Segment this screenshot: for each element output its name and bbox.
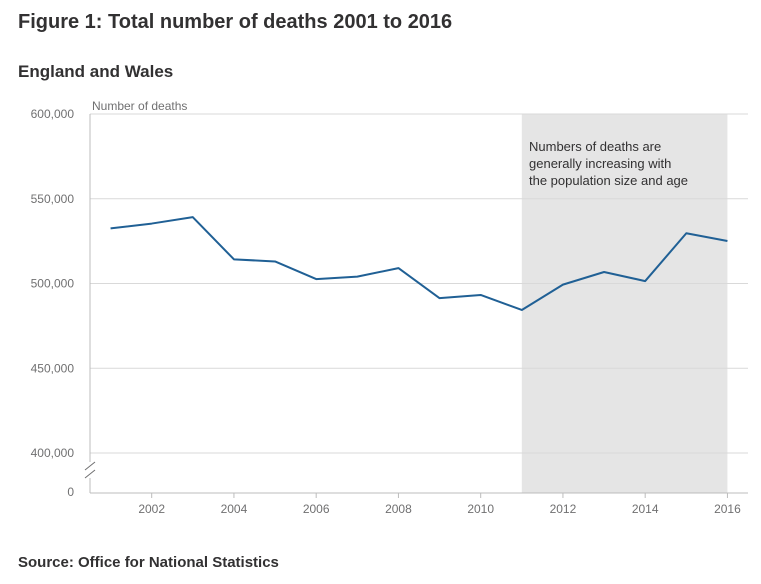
x-tick-label: 2010 bbox=[467, 502, 494, 516]
axis-break-mark bbox=[84, 469, 96, 479]
chart-title: Figure 1: Total number of deaths 2001 to… bbox=[18, 11, 453, 33]
chart-subtitle: England and Wales bbox=[18, 62, 174, 81]
shaded-region bbox=[521, 114, 728, 493]
axis-break-mark bbox=[84, 461, 96, 471]
y-tick-label-zero: 0 bbox=[67, 485, 74, 499]
source-note: Source: Office for National Statistics bbox=[18, 554, 279, 571]
x-tick-label: 2002 bbox=[138, 502, 165, 516]
annotation-text: generally increasing with bbox=[529, 156, 671, 171]
y-tick-label: 550,000 bbox=[31, 192, 75, 206]
annotation-text: Numbers of deaths are bbox=[529, 139, 661, 154]
x-tick-label: 2014 bbox=[632, 502, 659, 516]
y-axis-label: Number of deaths bbox=[92, 99, 187, 113]
y-tick-label: 400,000 bbox=[31, 446, 75, 460]
x-tick-label: 2016 bbox=[714, 502, 741, 516]
series-line bbox=[110, 216, 728, 311]
y-tick-label: 450,000 bbox=[31, 361, 75, 375]
y-tick-label: 600,000 bbox=[31, 107, 75, 121]
x-tick-label: 2004 bbox=[221, 502, 248, 516]
annotation-text: the population size and age bbox=[529, 173, 688, 188]
x-tick-label: 2008 bbox=[385, 502, 412, 516]
x-tick-label: 2006 bbox=[303, 502, 330, 516]
x-tick-label: 2012 bbox=[550, 502, 577, 516]
y-tick-label: 500,000 bbox=[31, 277, 75, 291]
